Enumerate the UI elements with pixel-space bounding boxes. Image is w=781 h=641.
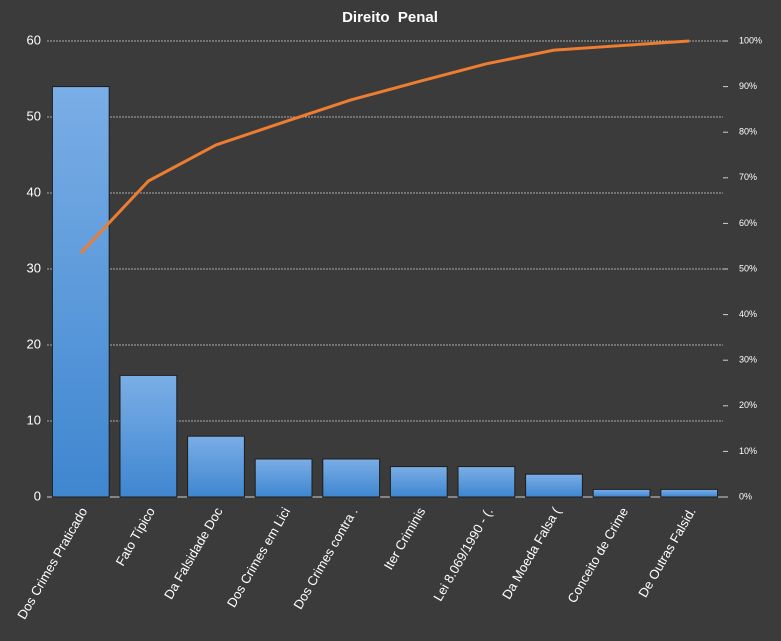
line — [79, 39, 690, 255]
y-tick-label: 50 — [27, 108, 41, 123]
y2-tick-label: 100% — [739, 35, 762, 45]
y-tick-label: 30 — [27, 260, 41, 275]
y-tick-label: 20 — [27, 336, 41, 351]
y2-tick-label: 80% — [739, 127, 757, 137]
chart-title: Direito Penal — [342, 9, 438, 26]
y2-tick-label: 60% — [739, 218, 757, 228]
bar — [119, 374, 178, 498]
bar — [254, 458, 313, 498]
bar — [51, 86, 110, 498]
y2-tick-label: 40% — [739, 309, 757, 319]
y2-tick-label: 70% — [739, 172, 757, 182]
y2-tick-label: 0% — [739, 491, 752, 501]
bar — [389, 466, 448, 498]
bar — [592, 488, 651, 498]
y-tick-label: 60 — [27, 32, 41, 47]
y2-tick-label: 30% — [739, 355, 757, 365]
y2-tick-label: 10% — [739, 446, 757, 456]
bar — [187, 435, 245, 498]
bar — [525, 473, 583, 498]
y2-tick-label: 20% — [739, 400, 757, 410]
y2-tick-label: 50% — [739, 263, 757, 273]
bar — [660, 488, 719, 498]
y-tick-label: 10 — [27, 412, 41, 427]
y-tick-label: 40 — [27, 184, 41, 199]
bar — [322, 458, 381, 498]
y2-tick-label: 90% — [739, 81, 757, 91]
y-tick-label: 0 — [34, 488, 41, 503]
bar — [457, 466, 516, 498]
